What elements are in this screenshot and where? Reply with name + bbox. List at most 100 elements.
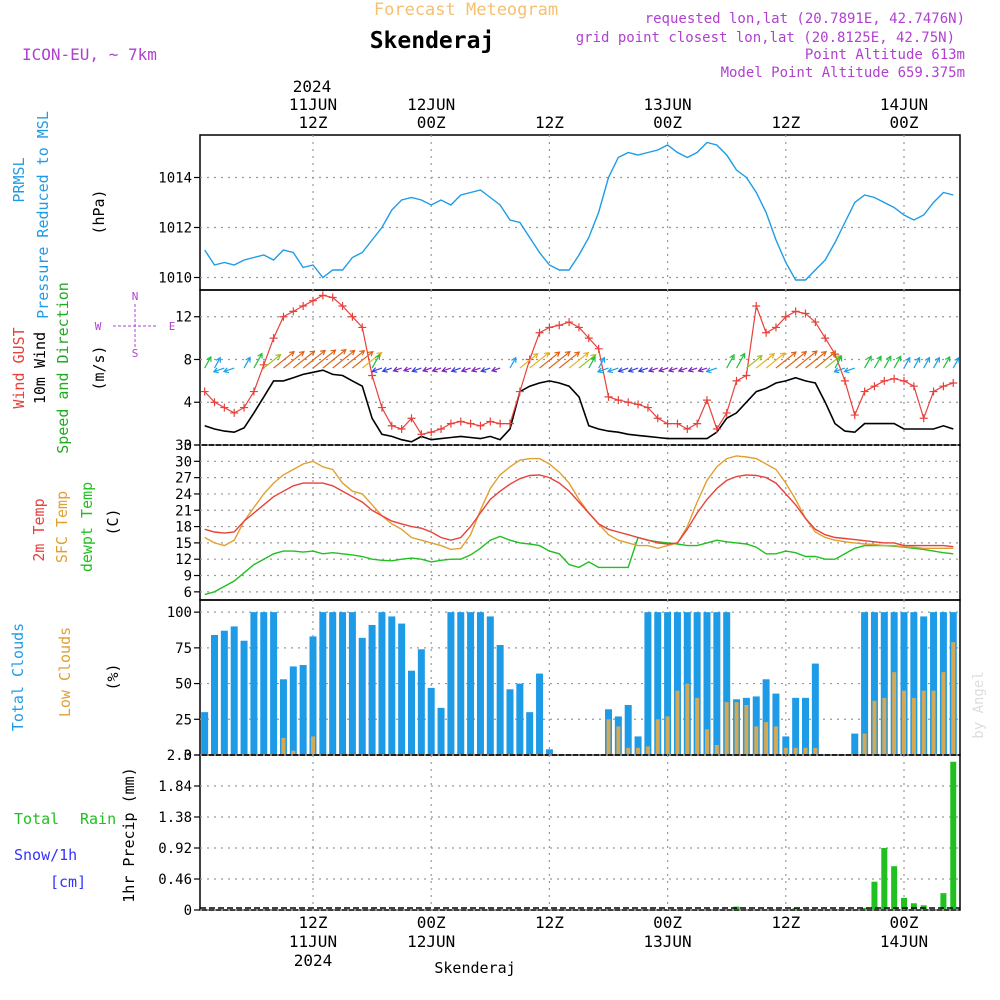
low-cloud-bar xyxy=(892,672,897,754)
requested-coords: requested lon,lat (20.7891E, 42.7476N) xyxy=(645,11,965,27)
total-cloud-bar xyxy=(230,626,238,754)
precip-panel xyxy=(199,754,961,911)
bottom-date-label: 12JUN xyxy=(407,932,455,951)
wind-arrow-head xyxy=(677,366,684,373)
wind-direction-arrow xyxy=(342,350,365,369)
wind-arrow-head xyxy=(944,355,951,362)
gust-marker xyxy=(427,428,436,437)
gridpoint-coords: grid point closest lon,lat (20.8125E, 42… xyxy=(576,30,955,46)
low-cloud-bar xyxy=(675,690,680,754)
low-cloud-bar xyxy=(281,737,286,754)
total-cloud-bar xyxy=(723,612,731,754)
wind-direction-arrow xyxy=(558,351,580,369)
total-cloud-bar xyxy=(408,670,415,754)
bottom-hour-label: 12Z xyxy=(771,913,800,932)
low-cloud-bar xyxy=(645,746,650,754)
top-date-label: 11JUN xyxy=(289,95,337,114)
wind-direction-arrow xyxy=(529,352,550,369)
wind-direction-arrow xyxy=(509,357,517,369)
wind-direction-arrow xyxy=(332,349,356,369)
total-cloud-bar xyxy=(782,736,790,754)
low-cloud-bar xyxy=(911,697,916,754)
top-date-label: 13JUN xyxy=(644,95,692,114)
wind-arrow-head xyxy=(836,355,843,362)
low-cloud-bar xyxy=(626,747,631,754)
wind-arrow-head xyxy=(779,352,786,358)
total-cloud-bar xyxy=(270,612,278,754)
wind-direction-arrow xyxy=(352,351,374,369)
wind-direction-arrow xyxy=(706,367,718,373)
wind-arrow-head xyxy=(511,356,517,363)
gust-marker xyxy=(643,403,652,412)
total-cloud-bar xyxy=(703,612,711,754)
low-cloud-bar xyxy=(685,683,690,754)
low-cloud-bar xyxy=(872,700,877,754)
total-cloud-bar xyxy=(545,749,553,754)
bottom-date-label: 13JUN xyxy=(644,932,692,951)
wind-direction-arrow xyxy=(658,367,668,372)
gust-marker xyxy=(712,424,721,433)
temp-tick-label: 9 xyxy=(184,569,192,585)
top-hour-label: 12Z xyxy=(299,113,328,132)
low-cloud-bar xyxy=(921,690,926,754)
total-cloud-bar xyxy=(201,712,209,754)
wind-arrow-head xyxy=(490,366,498,373)
wind-direction-arrow xyxy=(933,357,940,369)
low-cloud-bar xyxy=(882,697,887,754)
gust-marker xyxy=(555,321,564,330)
gust-marker xyxy=(742,371,751,380)
wind-arrow-head xyxy=(330,349,337,355)
wind-arrow-head xyxy=(371,367,378,373)
gust-marker xyxy=(348,312,357,321)
wind-arrow-head xyxy=(320,349,327,356)
gust-marker xyxy=(653,414,662,423)
wind-direction-arrow xyxy=(491,367,501,372)
total-cloud-bar xyxy=(289,666,297,754)
total-cloud-bar xyxy=(762,679,770,754)
wind-direction-arrow xyxy=(422,367,432,372)
gust-marker xyxy=(673,419,682,428)
gust-marker xyxy=(840,376,849,385)
total-cloud-bar xyxy=(811,663,819,754)
wind-arrow-head xyxy=(599,356,606,363)
wind-direction-arrow xyxy=(903,357,911,369)
gust-marker xyxy=(900,376,908,385)
wind-direction-arrow xyxy=(471,367,481,372)
gust-marker xyxy=(417,430,426,439)
wind-direction-arrow xyxy=(795,350,818,369)
gust-marker xyxy=(801,309,810,318)
wind-tick-label: 8 xyxy=(184,352,192,368)
wind10-label: 10m Wind xyxy=(31,332,49,404)
gust-marker xyxy=(456,417,465,426)
low-cloud-bar xyxy=(951,642,956,754)
total-cloud-bar xyxy=(260,612,268,754)
wind-arrow-head xyxy=(392,366,399,373)
wind-arrow-head xyxy=(835,354,842,361)
temp-tick-label: 12 xyxy=(175,552,192,568)
gust-marker xyxy=(781,312,790,321)
wind-arrow-head xyxy=(402,366,410,373)
gust-marker xyxy=(476,421,485,430)
wind-direction-arrow xyxy=(805,351,827,369)
wind-direction-arrow xyxy=(432,367,442,372)
wind-arrow-head xyxy=(460,366,467,373)
wind-direction-arrow xyxy=(302,349,326,369)
temp-tick-label: 15 xyxy=(175,536,192,552)
low-cloud-bar xyxy=(744,705,749,754)
wind-arrow-head xyxy=(564,350,571,357)
gust-marker xyxy=(377,403,386,412)
gust-marker xyxy=(624,398,633,407)
wind-arrow-head xyxy=(596,367,604,374)
wind-direction-arrow xyxy=(253,353,263,369)
rain-bar xyxy=(940,893,947,909)
top-date-label: 14JUN xyxy=(880,95,928,114)
wind-direction-arrow xyxy=(736,353,746,369)
rain-bar xyxy=(871,881,878,909)
wind-direction-arrow xyxy=(568,352,589,369)
wind-arrow-head xyxy=(866,355,872,362)
temp-panel xyxy=(199,444,961,601)
gust-marker xyxy=(249,387,258,396)
wind-direction-arrow xyxy=(864,356,872,369)
gust-marker xyxy=(909,382,918,391)
direction-label: Speed and Direction xyxy=(54,282,72,454)
